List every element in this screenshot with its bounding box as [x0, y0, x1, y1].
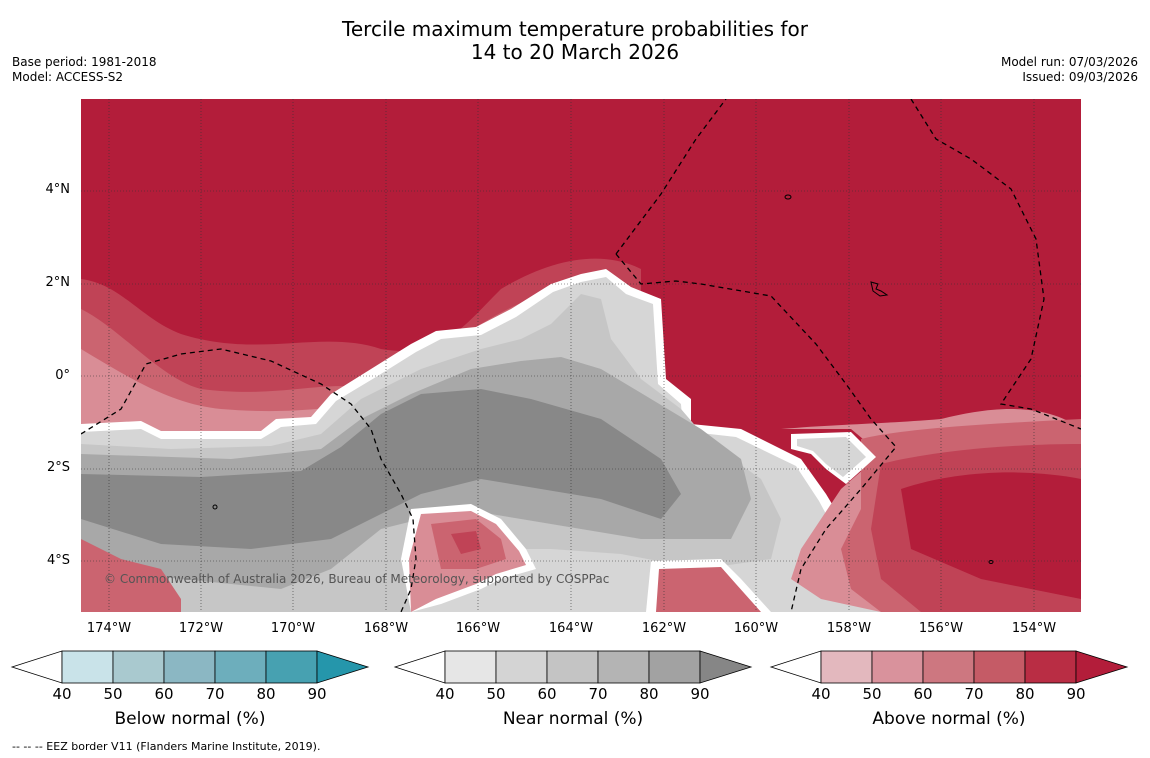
lat-label-4n: 4°N: [45, 182, 71, 197]
colorbar-segment: [820, 650, 873, 684]
colorbar-segment: [871, 650, 924, 684]
above-60-region-south-east: [656, 567, 761, 612]
colorbar-below-normal: [10, 650, 370, 684]
lon-label-170w: 170°W: [270, 621, 316, 636]
colorbar-tick-label: 60: [154, 685, 174, 703]
colorbar-tick-label: 40: [811, 685, 831, 703]
colorbar-high-extension: [699, 650, 753, 684]
colorbar-tick-label: 50: [486, 685, 506, 703]
lat-label-2n: 2°N: [45, 275, 71, 290]
colorbar-tick-label: 60: [913, 685, 933, 703]
colorbar-tick-label: 80: [639, 685, 659, 703]
lon-label-172w: 172°W: [178, 621, 224, 636]
colorbar-high-extension: [1075, 650, 1129, 684]
colorbar-segment: [163, 650, 216, 684]
colorbar-segment: [265, 650, 318, 684]
colorbar-segment: [112, 650, 165, 684]
map-title: Tercile maximum temperature probabilitie…: [0, 18, 1150, 64]
colorbar-segment: [495, 650, 548, 684]
meta-left: Base period: 1981-2018 Model: ACCESS-S2: [12, 55, 157, 85]
colorbar-tick-label: 90: [690, 685, 710, 703]
colorbar-tick-label: 70: [588, 685, 608, 703]
title-line-2: 14 to 20 March 2026: [470, 40, 680, 64]
lon-label-156w: 156°W: [918, 621, 964, 636]
eez-footnote: -- -- -- EEZ border V11 (Flanders Marine…: [12, 740, 321, 753]
colorbar-tick-label: 60: [537, 685, 557, 703]
colorbar-segment: [597, 650, 650, 684]
colorbar-tick-label: 70: [964, 685, 984, 703]
colorbar-tick-label: 70: [205, 685, 225, 703]
copyright-notice: © Commonwealth of Australia 2026, Bureau…: [104, 572, 610, 586]
colorbar-title-below: Below normal (%): [114, 709, 266, 729]
colorbar-svg: [10, 650, 370, 684]
lon-label-154w: 154°W: [1011, 621, 1057, 636]
colorbar-segment: [922, 650, 975, 684]
colorbar-low-extension: [10, 650, 63, 684]
colorbar-low-extension: [393, 650, 446, 684]
colorbar-segment: [61, 650, 114, 684]
colorbar-tick-label: 40: [52, 685, 72, 703]
meta-right: Model run: 07/03/2026 Issued: 09/03/2026: [1001, 55, 1138, 85]
colorbar-segment: [648, 650, 701, 684]
islands: [212, 194, 994, 564]
lat-label-2s: 2°S: [46, 460, 70, 475]
above-70-region-south: [451, 531, 481, 554]
lon-label-164w: 164°W: [548, 621, 594, 636]
colorbar-svg: [769, 650, 1129, 684]
lon-label-158w: 158°W: [826, 621, 872, 636]
colorbar-segment: [444, 650, 497, 684]
colorbar-near-normal: [393, 650, 753, 684]
map-svg: [81, 99, 1081, 612]
colorbar-high-extension: [316, 650, 370, 684]
model-run-label: Model run: 07/03/2026: [1000, 55, 1138, 69]
model-label: Model: ACCESS-S2: [12, 70, 124, 84]
colorbar-segment: [973, 650, 1026, 684]
above-60-region-sw: [81, 539, 181, 612]
lon-label-166w: 166°W: [455, 621, 501, 636]
colorbar-title-above: Above normal (%): [872, 709, 1026, 729]
colorbar-tick-label: 90: [1066, 685, 1086, 703]
colorbar-title-near: Near normal (%): [502, 709, 644, 729]
colorbar-tick-label: 80: [1015, 685, 1035, 703]
colorbar-svg: [393, 650, 753, 684]
colorbar-segment: [1024, 650, 1077, 684]
colorbar-tick-label: 50: [103, 685, 123, 703]
colorbar-low-extension: [769, 650, 822, 684]
lon-label-160w: 160°W: [733, 621, 779, 636]
colorbar-tick-label: 90: [307, 685, 327, 703]
colorbar-tick-label: 50: [862, 685, 882, 703]
lat-label-0: 0°: [55, 368, 70, 383]
above-80-region-east: [901, 472, 1081, 599]
colorbar-segment: [546, 650, 599, 684]
base-period-label: Base period: 1981-2018: [12, 55, 157, 69]
colorbar-tick-label: 40: [435, 685, 455, 703]
lon-label-174w: 174°W: [86, 621, 132, 636]
eez-borders: [81, 99, 1081, 612]
colorbar-tick-label: 80: [256, 685, 276, 703]
title-line-1: Tercile maximum temperature probabilitie…: [342, 17, 808, 41]
lon-label-162w: 162°W: [641, 621, 687, 636]
issued-label: Issued: 09/03/2026: [1022, 70, 1138, 84]
probability-map: [81, 99, 1081, 612]
lat-label-4s: 4°S: [46, 553, 70, 568]
colorbar-segment: [214, 650, 267, 684]
colorbar-above-normal: [769, 650, 1129, 684]
lon-label-168w: 168°W: [363, 621, 409, 636]
